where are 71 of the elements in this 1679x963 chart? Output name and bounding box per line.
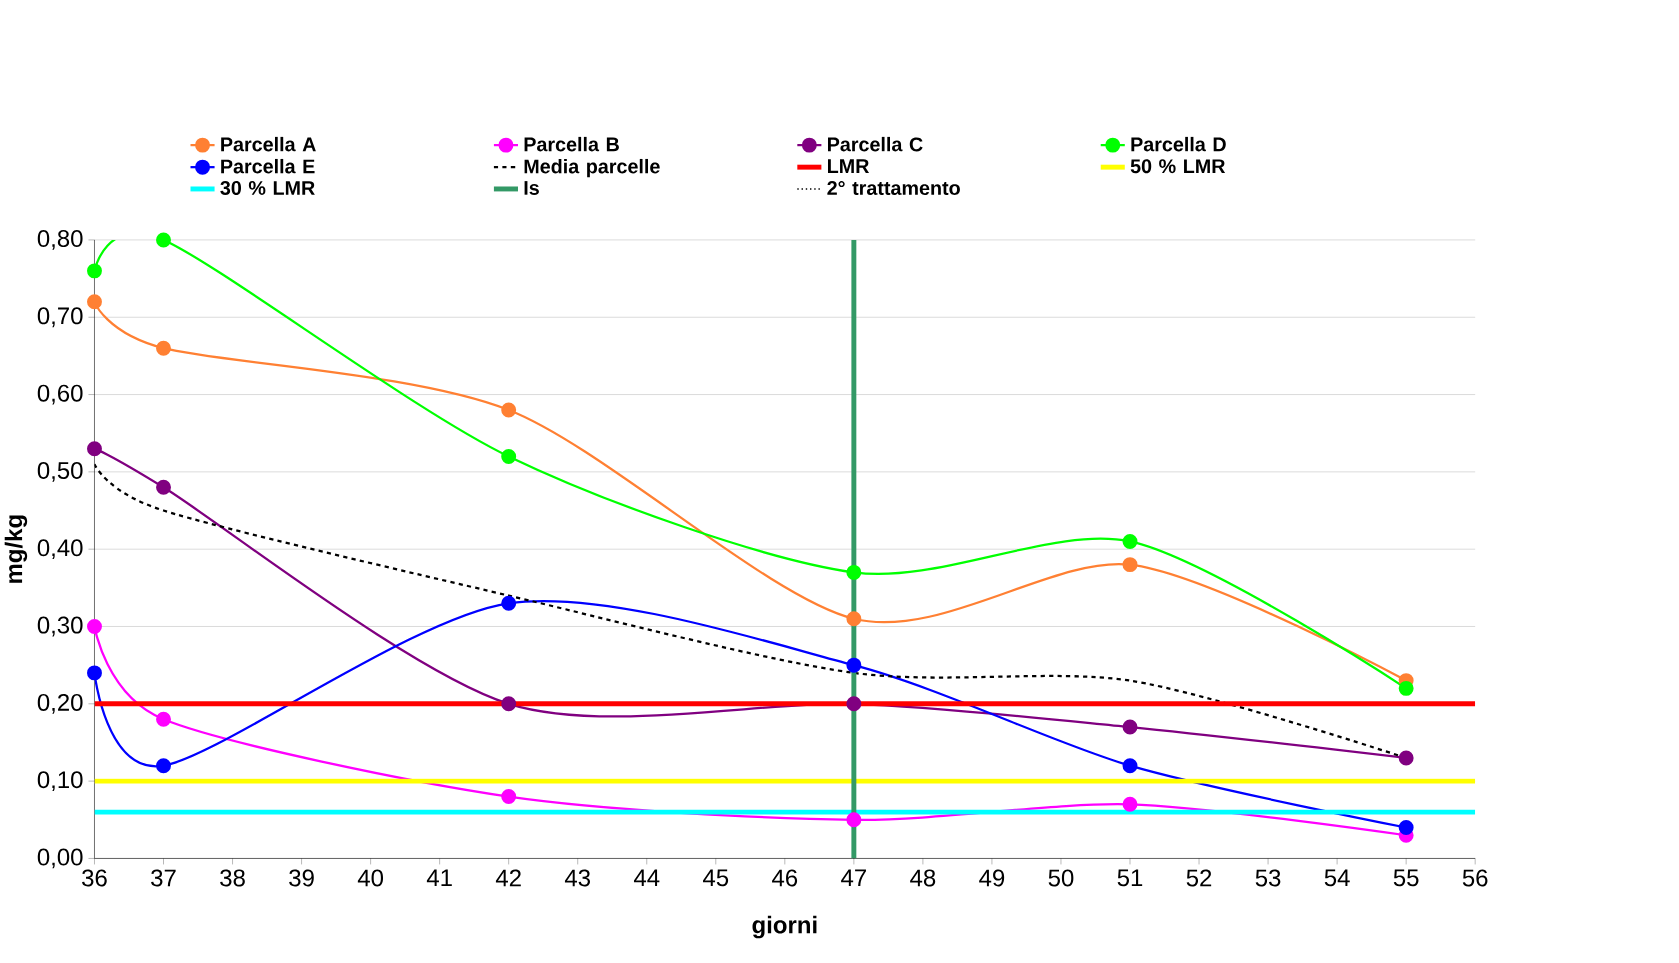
point xyxy=(87,441,102,457)
x-tick-label: 45 xyxy=(703,869,729,887)
legend-label: Parcella D xyxy=(1131,137,1226,152)
point xyxy=(846,611,862,627)
x-tick-label: 54 xyxy=(1324,869,1350,887)
x-tick-label: 36 xyxy=(82,869,107,887)
legend-label: 50 % LMR xyxy=(1130,159,1226,174)
point xyxy=(1122,796,1138,812)
point xyxy=(501,789,517,805)
point xyxy=(501,402,517,418)
point xyxy=(1398,681,1414,696)
x-tick-label: 39 xyxy=(289,869,314,887)
point xyxy=(156,711,171,727)
x-tick-label: 40 xyxy=(357,869,384,887)
x-tick-label: 46 xyxy=(772,869,798,887)
point xyxy=(1122,534,1138,550)
x-axis-title: giorni xyxy=(752,915,817,939)
point xyxy=(1122,557,1138,573)
point xyxy=(846,812,862,828)
x-tick-label: 55 xyxy=(1393,869,1419,887)
point xyxy=(1398,750,1414,766)
x-tick-label: 47 xyxy=(841,869,866,887)
x-tick-label: 53 xyxy=(1255,869,1281,887)
x-tick-label: 49 xyxy=(979,869,1005,887)
point xyxy=(1122,719,1138,735)
point xyxy=(846,696,862,712)
x-tick-label: 48 xyxy=(910,869,936,887)
y-tick-label: 0,30 xyxy=(37,616,83,637)
point xyxy=(846,565,862,580)
point xyxy=(87,263,102,279)
x-tick-label: 44 xyxy=(633,869,660,887)
point xyxy=(156,758,171,774)
x-tick-label: 51 xyxy=(1117,869,1143,887)
legend-label: Media parcelle xyxy=(524,159,660,178)
y-tick-label: 0,00 xyxy=(37,848,83,869)
point xyxy=(87,619,102,635)
point xyxy=(501,595,517,611)
y-tick-label: 0,20 xyxy=(37,694,83,714)
x-tick-label: 56 xyxy=(1462,869,1488,887)
x-tick-label: 50 xyxy=(1048,869,1074,887)
point xyxy=(1122,758,1138,774)
x-tick-label: 41 xyxy=(426,869,452,887)
legend-label: Parcella B xyxy=(524,137,619,152)
point xyxy=(501,696,517,712)
point xyxy=(501,449,517,465)
point xyxy=(1398,820,1414,836)
point xyxy=(156,479,171,495)
legend-label: Is xyxy=(524,181,539,196)
legend-label: LMR xyxy=(828,159,870,174)
point xyxy=(87,665,102,681)
point xyxy=(156,340,171,356)
y-tick-label: 0,60 xyxy=(37,384,83,405)
legend-label: 2° trattamento xyxy=(827,181,960,196)
y-tick-label: 0,40 xyxy=(37,539,83,560)
y-tick-label: 0,80 xyxy=(37,230,83,250)
x-tick-label: 52 xyxy=(1186,869,1212,887)
x-tick-label: 38 xyxy=(220,869,245,887)
y-tick-label: 0,50 xyxy=(37,462,83,482)
point xyxy=(87,294,102,310)
legend-label: 30 % LMR xyxy=(220,181,315,196)
y-tick-label: 0,10 xyxy=(37,771,83,792)
x-tick-label: 43 xyxy=(564,869,590,887)
legend-label: Parcella A xyxy=(221,137,316,152)
legend-label: Parcella E xyxy=(221,159,315,174)
point xyxy=(156,232,171,248)
y-axis-title: mg/kg xyxy=(4,515,28,584)
x-tick-label: 37 xyxy=(151,869,176,887)
y-tick-label: 0,70 xyxy=(37,307,83,328)
legend-label: Parcella C xyxy=(828,137,923,152)
x-tick-label: 42 xyxy=(495,869,521,887)
point xyxy=(846,657,862,673)
